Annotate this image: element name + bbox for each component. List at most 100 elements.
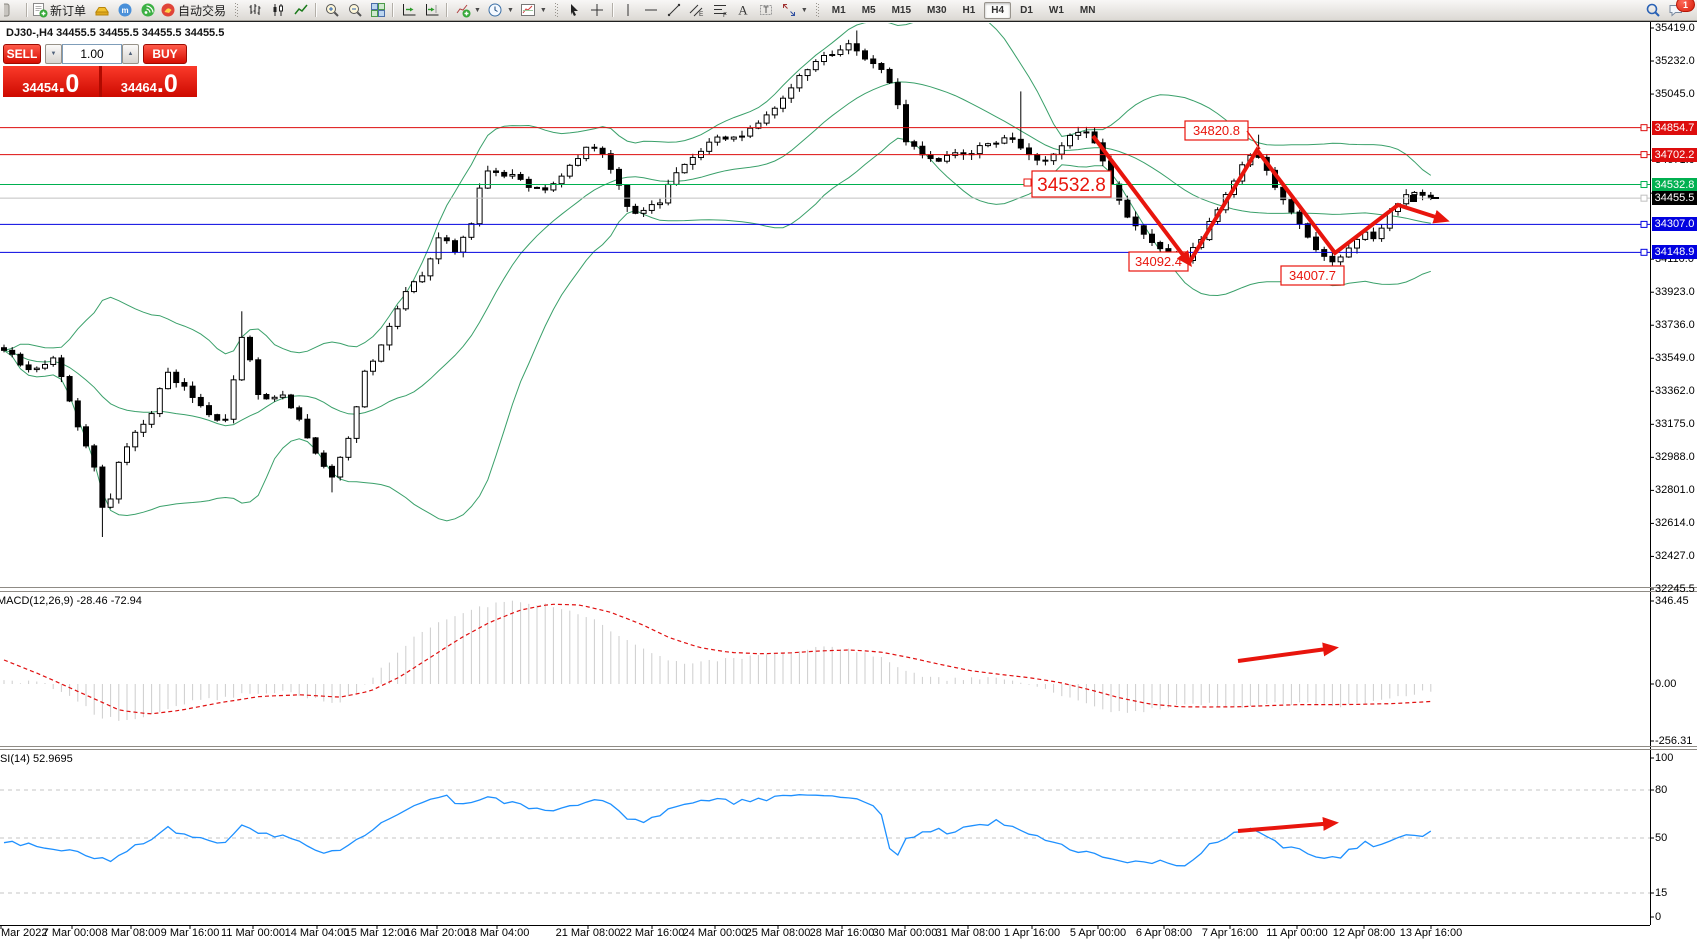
level-anchor[interactable] — [1640, 248, 1648, 256]
annotation-label-34007.7[interactable]: 34007.7 — [1280, 265, 1345, 286]
price-label-34702.2: 34702.2 — [1652, 147, 1697, 162]
new-order-button-label: 新订单 — [50, 3, 87, 18]
timeframe-w1-button[interactable]: W1 — [1048, 4, 1064, 16]
time-label: 31 Mar 08:00 — [935, 927, 1001, 939]
candlestick-chart-button[interactable] — [266, 1, 289, 19]
toolbar-grip[interactable] — [235, 3, 239, 17]
indicators-button[interactable] — [451, 1, 474, 19]
macd-trend-arrow[interactable] — [1237, 642, 1339, 663]
level-anchor[interactable] — [1640, 220, 1648, 228]
vertical-line-button[interactable] — [617, 1, 640, 19]
time-label: 21 Mar 08:00 — [555, 927, 621, 939]
svg-text:34532.8: 34532.8 — [1037, 175, 1106, 196]
buy-price-main: 34464 — [120, 80, 157, 95]
annotation-label-34092.4[interactable]: 34092.4 — [1128, 251, 1189, 272]
time-label: 12 Apr 08:00 — [1332, 927, 1396, 939]
toolbar-grip[interactable] — [815, 3, 819, 17]
toolbar-grip[interactable] — [554, 3, 558, 17]
zoom-in-icon — [325, 4, 339, 17]
auto-trading-button-label: 自动交易 — [178, 3, 227, 18]
level-anchor[interactable] — [1640, 151, 1648, 159]
sell-price[interactable]: 34454.0 — [3, 66, 102, 97]
indicators-button-dropdown-icon[interactable]: ▼ — [474, 6, 481, 14]
channel-icon: E — [689, 4, 704, 18]
text-button[interactable]: A — [732, 1, 755, 19]
chart-shift-button[interactable] — [420, 1, 443, 19]
zoom-in-button[interactable] — [320, 1, 343, 19]
price-tick-32427: 32427.0 — [1655, 550, 1695, 563]
sell-price-frac: .0 — [58, 70, 80, 98]
timeframe-m5-button[interactable]: M5 — [861, 4, 876, 16]
timeframe-m15-button[interactable]: M15 — [891, 4, 912, 16]
buy-price[interactable]: 34464.0 — [101, 66, 197, 98]
horizontal-line-button[interactable] — [640, 1, 663, 19]
timeframe-d1-button[interactable]: D1 — [1020, 4, 1033, 16]
buy-price-frac: .0 — [156, 70, 178, 98]
tile-windows-button[interactable] — [366, 1, 389, 19]
mql5-community-button[interactable]: m — [113, 1, 136, 19]
templates-button-dropdown-icon[interactable]: ▼ — [539, 6, 547, 14]
timeframe-m1-button[interactable]: M1 — [831, 4, 846, 16]
time-label: 24 Mar 00:00 — [682, 927, 748, 939]
timeframe-h1-button[interactable]: H1 — [962, 4, 976, 16]
cursor-button[interactable] — [563, 1, 586, 19]
templates-button[interactable] — [517, 1, 540, 19]
time-label: 22 Mar 16:00 — [619, 927, 685, 939]
annotation-label-34532.8[interactable]: 34532.8 — [1031, 170, 1112, 198]
periods-button-dropdown-icon[interactable]: ▼ — [506, 6, 514, 14]
rsi-axis-0: 0 — [1655, 911, 1662, 923]
market-button[interactable] — [90, 1, 113, 19]
volume-input[interactable] — [62, 44, 122, 64]
arrows-button[interactable] — [778, 1, 801, 19]
sell-button[interactable]: SELL — [3, 44, 41, 64]
svg-text:T: T — [764, 5, 770, 15]
auto-scroll-button[interactable] — [397, 1, 420, 19]
toolbar-separator — [392, 3, 395, 17]
buy-button[interactable]: BUY — [143, 44, 187, 64]
timeframe-mn-button[interactable]: MN — [1079, 4, 1096, 16]
annotation-anchor[interactable] — [1023, 178, 1032, 187]
annotation-label-34820.8[interactable]: 34820.8 — [1184, 120, 1249, 141]
price-tick-33175: 33175.0 — [1655, 418, 1695, 431]
rsi-trend-arrow[interactable] — [1237, 816, 1339, 833]
notifications-button[interactable]: 1 — [1664, 0, 1695, 19]
clipped-toolbar-icon[interactable] — [0, 1, 23, 19]
toolbar: 新订单 m 自动交易 ▼ ▼ ▼ E F A T ▼ M1 M5 M15 M30 H1 H4 D1 W1 MN 1 — [0, 0, 1697, 21]
periods-button[interactable] — [484, 1, 507, 19]
level-anchor[interactable] — [1640, 124, 1648, 132]
timeframe-m30-button[interactable]: M30 — [927, 4, 947, 16]
time-label: 16 Mar 20:00 — [404, 927, 470, 939]
macd-axis--256.31: -256.31 — [1655, 735, 1693, 747]
mql5-community-icon: m — [118, 3, 132, 17]
timeframe-h4-button[interactable]: H4 — [984, 1, 1012, 19]
signals-button[interactable] — [136, 1, 159, 19]
level-anchor[interactable] — [1640, 194, 1648, 202]
level-anchor[interactable] — [1640, 181, 1648, 189]
time-label: 8 Mar 08:00 — [101, 927, 161, 939]
price-tick-35232: 35232.0 — [1655, 55, 1695, 68]
crosshair-button[interactable] — [586, 1, 609, 19]
horizontal-line-icon — [645, 9, 658, 11]
fibonacci-button[interactable]: F — [709, 1, 732, 19]
search-button[interactable] — [1641, 1, 1664, 19]
price-label-34854.7: 34854.7 — [1652, 120, 1697, 135]
price-tick-35419: 35419.0 — [1655, 22, 1695, 34]
equidistant-channel-button[interactable]: E — [686, 1, 709, 19]
time-label: 5 Apr 00:00 — [1069, 927, 1127, 939]
new-order-button[interactable]: 新订单 — [31, 1, 90, 19]
text-label-button[interactable]: T — [755, 1, 778, 19]
time-label: 1 Apr 16:00 — [1003, 927, 1061, 939]
svg-text:F: F — [723, 12, 727, 18]
new-order-icon — [33, 3, 48, 18]
bar-chart-button[interactable] — [243, 1, 266, 19]
zigzag-forecast-arrow[interactable] — [1187, 146, 1450, 265]
downtrend-arrow[interactable] — [1091, 134, 1193, 267]
line-chart-button[interactable] — [289, 1, 312, 19]
volume-decrease-button[interactable]: ▼ — [45, 44, 62, 64]
zoom-out-button[interactable] — [343, 1, 366, 19]
trendline-button[interactable] — [663, 1, 686, 19]
volume-increase-button[interactable]: ▲ — [122, 44, 139, 64]
auto-trading-button[interactable]: 自动交易 — [159, 1, 230, 19]
arrows-button-dropdown-icon[interactable]: ▼ — [800, 6, 808, 14]
